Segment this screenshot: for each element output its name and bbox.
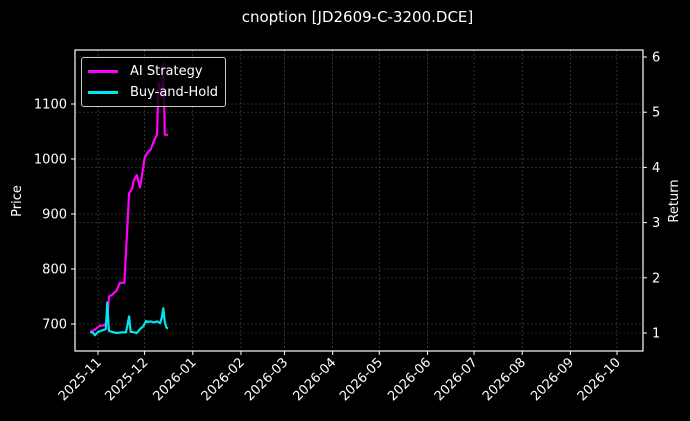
grid-lines [75, 50, 643, 351]
legend: AI Strategy Buy-and-Hold [81, 57, 226, 107]
svg-text:2025-12: 2025-12 [102, 355, 151, 404]
legend-label: Buy-and-Hold [130, 84, 219, 100]
svg-text:2026-04: 2026-04 [290, 355, 339, 404]
legend-item-buy-and-hold: Buy-and-Hold [88, 83, 218, 101]
svg-text:2: 2 [652, 271, 660, 286]
svg-text:3: 3 [652, 216, 660, 231]
svg-text:900: 900 [42, 208, 67, 223]
svg-text:5: 5 [652, 106, 660, 121]
plot-frame [74, 49, 644, 352]
y-axis-left: 700 800 900 1000 1100 [34, 98, 75, 333]
series-line-1 [89, 301, 169, 337]
svg-text:2026-08: 2026-08 [480, 355, 529, 404]
svg-text:2026-10: 2026-10 [575, 355, 624, 404]
y-axis-right: 1 2 3 4 5 6 [643, 51, 660, 342]
svg-text:2026-02: 2026-02 [199, 355, 248, 404]
svg-text:2026-09: 2026-09 [528, 355, 577, 404]
svg-text:2026-05: 2026-05 [337, 355, 386, 404]
y-axis-right-label: Return [667, 179, 682, 222]
legend-item-ai-strategy: AI Strategy [88, 62, 203, 80]
svg-text:800: 800 [42, 263, 67, 278]
svg-text:6: 6 [652, 51, 660, 66]
svg-text:2026-07: 2026-07 [432, 355, 481, 404]
svg-text:2026-03: 2026-03 [242, 355, 291, 404]
legend-swatch-magenta [88, 69, 118, 73]
svg-text:1100: 1100 [34, 98, 67, 113]
chart-title: cnoption [JD2609-C-3200.DCE] [241, 8, 474, 26]
y-axis-label: Price [10, 185, 25, 217]
svg-text:1000: 1000 [34, 153, 67, 168]
svg-text:2026-01: 2026-01 [151, 355, 200, 404]
svg-text:700: 700 [42, 318, 67, 333]
svg-text:1: 1 [652, 327, 660, 342]
legend-swatch-cyan [88, 90, 118, 94]
svg-text:2025-11: 2025-11 [56, 355, 105, 404]
legend-label: AI Strategy [130, 63, 203, 79]
svg-text:4: 4 [652, 161, 660, 176]
svg-text:2026-06: 2026-06 [385, 355, 434, 404]
